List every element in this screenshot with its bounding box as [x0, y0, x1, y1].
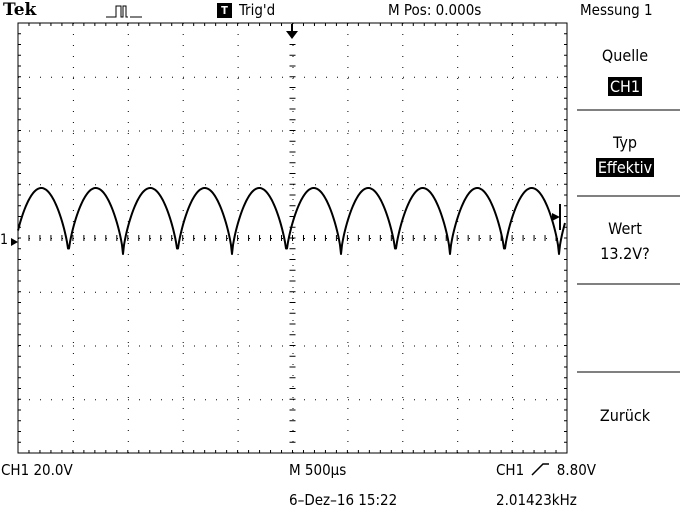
brand-logo: Tek: [3, 0, 37, 20]
acquisition-icon: [106, 5, 142, 18]
trigger-status-label: Trig'd: [239, 1, 276, 19]
timebase: M 500µs: [289, 461, 347, 479]
ch1-scale: CH1 20.0V: [1, 461, 73, 479]
trigger-level: 8.80V: [556, 461, 597, 479]
type-button[interactable]: Effektiv: [575, 158, 675, 177]
rising-edge-icon: [531, 463, 550, 476]
grid-lines: [17, 22, 568, 454]
source-button[interactable]: CH1: [575, 77, 675, 96]
channel-marker: 1: [0, 232, 9, 248]
value-label: Wert: [608, 219, 642, 238]
ch1-trace: [17, 187, 566, 255]
trigger-status-icon: T: [217, 3, 232, 18]
trigger-status: T Trig'd: [217, 1, 275, 19]
menu-separators: [577, 109, 680, 373]
m-pos-readout: M Pos: 0.000s: [388, 1, 482, 19]
source-value: CH1: [607, 77, 643, 96]
type-label: Typ: [613, 133, 637, 152]
channel-ground-arrow: [11, 238, 18, 246]
source-label: Quelle: [601, 46, 649, 65]
trigger-info: CH1 8.80V: [496, 461, 596, 479]
trigger-source: CH1: [496, 461, 525, 479]
trigger-position-marker: [286, 31, 298, 39]
menu-title: Messung 1: [580, 1, 653, 19]
datetime: 6–Dez–16 15:22: [289, 491, 398, 509]
value-readout: 13.2V?: [600, 244, 650, 263]
back-button[interactable]: Zurück: [599, 406, 651, 425]
type-value: Effektiv: [595, 158, 655, 177]
frequency: 2.01423kHz: [496, 491, 577, 509]
trigger-level-marker: [552, 213, 560, 221]
